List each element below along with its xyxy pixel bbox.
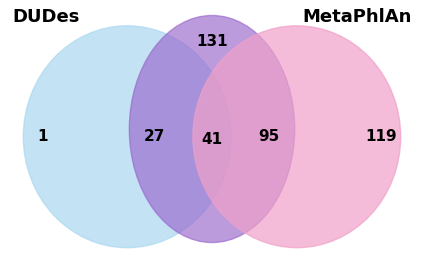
Ellipse shape	[129, 15, 295, 243]
Ellipse shape	[23, 26, 231, 248]
Text: 41: 41	[201, 132, 223, 147]
Text: 1: 1	[37, 129, 47, 144]
Text: 95: 95	[259, 129, 280, 144]
Text: DUDes: DUDes	[13, 8, 80, 26]
Text: 27: 27	[144, 129, 165, 144]
Text: 131: 131	[196, 34, 228, 49]
Ellipse shape	[193, 26, 401, 248]
Text: 119: 119	[366, 129, 397, 144]
Text: MetaPhlAn: MetaPhlAn	[302, 8, 411, 26]
